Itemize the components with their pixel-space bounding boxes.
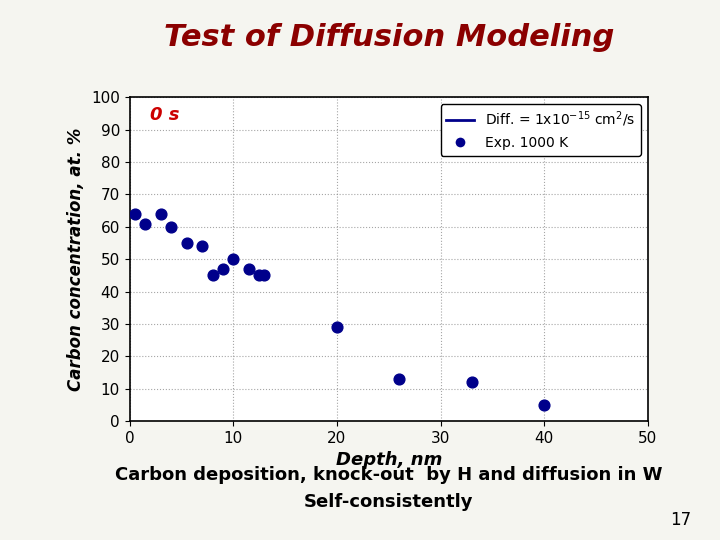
Point bbox=[166, 222, 177, 231]
Text: Test of Diffusion Modeling: Test of Diffusion Modeling bbox=[163, 23, 614, 52]
Legend: Diff. = 1x10$^{-15}$ cm$^{2}$/s, Exp. 1000 K: Diff. = 1x10$^{-15}$ cm$^{2}$/s, Exp. 10… bbox=[441, 104, 641, 156]
Point bbox=[258, 271, 270, 280]
Point bbox=[207, 271, 218, 280]
Point bbox=[228, 255, 239, 264]
Point bbox=[129, 210, 140, 218]
Point bbox=[217, 265, 229, 273]
Point bbox=[539, 401, 550, 409]
X-axis label: Depth, nm: Depth, nm bbox=[336, 451, 442, 469]
Text: 17: 17 bbox=[670, 511, 691, 529]
Text: 0 s: 0 s bbox=[150, 106, 180, 124]
Text: Carbon deposition, knock-out  by H and diffusion in W: Carbon deposition, knock-out by H and di… bbox=[115, 466, 662, 484]
Point bbox=[197, 242, 208, 251]
Point bbox=[155, 210, 166, 218]
Point bbox=[393, 375, 405, 383]
Point bbox=[140, 219, 151, 228]
Point bbox=[253, 271, 265, 280]
Text: Self-consistently: Self-consistently bbox=[304, 493, 474, 511]
Point bbox=[331, 323, 343, 332]
Point bbox=[243, 265, 255, 273]
Point bbox=[466, 378, 477, 387]
Point bbox=[181, 239, 192, 247]
Y-axis label: Carbon concentration, at. %: Carbon concentration, at. % bbox=[68, 127, 86, 391]
